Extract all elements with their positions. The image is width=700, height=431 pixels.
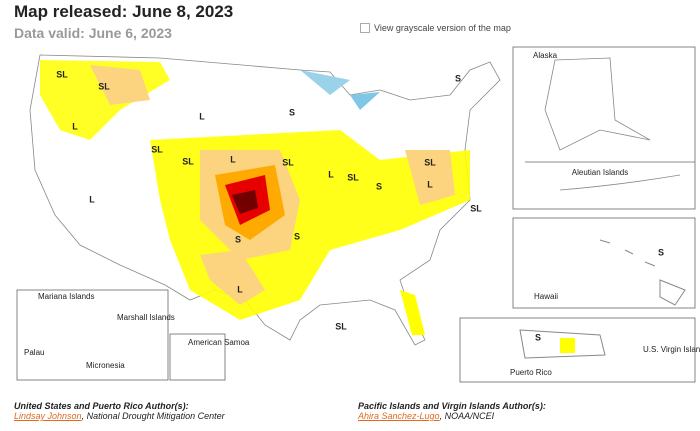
- alaska-shape: [544, 57, 651, 151]
- inset-label: Micronesia: [86, 361, 125, 370]
- inset-label: Palau: [24, 348, 44, 357]
- inset-label: Marshall Islands: [117, 313, 175, 322]
- impact-label: SL: [282, 157, 294, 167]
- author-block: Pacific Islands and Virgin Islands Autho…: [358, 401, 546, 421]
- author-link[interactable]: Lindsay Johnson: [14, 411, 82, 421]
- inset-label: Puerto Rico: [510, 368, 552, 377]
- author-link[interactable]: Ahira Sanchez-Lugo: [358, 411, 440, 421]
- checkbox[interactable]: [360, 23, 370, 33]
- author-heading: United States and Puerto Rico Author(s):: [14, 401, 189, 411]
- impact-label: SL: [424, 157, 436, 167]
- inset-label: Alaska: [533, 51, 558, 60]
- inset-label: S: [658, 247, 664, 257]
- impact-label: S: [235, 234, 241, 244]
- author-affiliation: , National Drought Mitigation Center: [81, 411, 225, 421]
- impact-label: S: [455, 73, 461, 83]
- impact-label: L: [199, 111, 205, 121]
- title: Map released: June 8, 2023: [14, 2, 234, 21]
- hawaii-shape: [599, 239, 686, 306]
- grayscale-toggle[interactable]: View grayscale version of the map: [360, 23, 511, 33]
- author-heading: Pacific Islands and Virgin Islands Autho…: [358, 401, 546, 411]
- impact-label: SL: [151, 144, 163, 154]
- impact-label: L: [237, 284, 243, 294]
- impact-label: L: [72, 121, 78, 131]
- impact-label: SL: [335, 321, 347, 331]
- inset-label: S: [535, 332, 541, 342]
- aleutian-shape: [559, 174, 681, 191]
- impact-label: SL: [56, 69, 68, 79]
- drought-area: [560, 338, 575, 353]
- inset-boxes: [16, 46, 696, 383]
- inset-label: Mariana Islands: [38, 292, 94, 301]
- impact-label: SL: [470, 203, 482, 213]
- author-affiliation: , NOAA/NCEI: [439, 411, 495, 421]
- grayscale-label[interactable]: View grayscale version of the map: [374, 23, 511, 33]
- impact-label: S: [289, 107, 295, 117]
- inset-label: Aleutian Islands: [572, 168, 628, 177]
- inset-label: U.S. Virgin Islands: [643, 345, 700, 354]
- inset-label: American Samoa: [188, 338, 250, 347]
- impact-label: L: [427, 179, 433, 189]
- impact-label: S: [294, 231, 300, 241]
- impact-label: L: [328, 169, 334, 179]
- impact-label: L: [230, 154, 236, 164]
- author-block: United States and Puerto Rico Author(s):…: [14, 401, 225, 421]
- impact-label: SL: [98, 81, 110, 91]
- us-map: [29, 54, 501, 346]
- impact-label: SL: [182, 156, 194, 166]
- impact-label: L: [89, 194, 95, 204]
- impact-label: S: [376, 181, 382, 191]
- inset-label: Hawaii: [534, 292, 558, 301]
- subtitle: Data valid: June 6, 2023: [14, 25, 172, 41]
- impact-label: SL: [347, 172, 359, 182]
